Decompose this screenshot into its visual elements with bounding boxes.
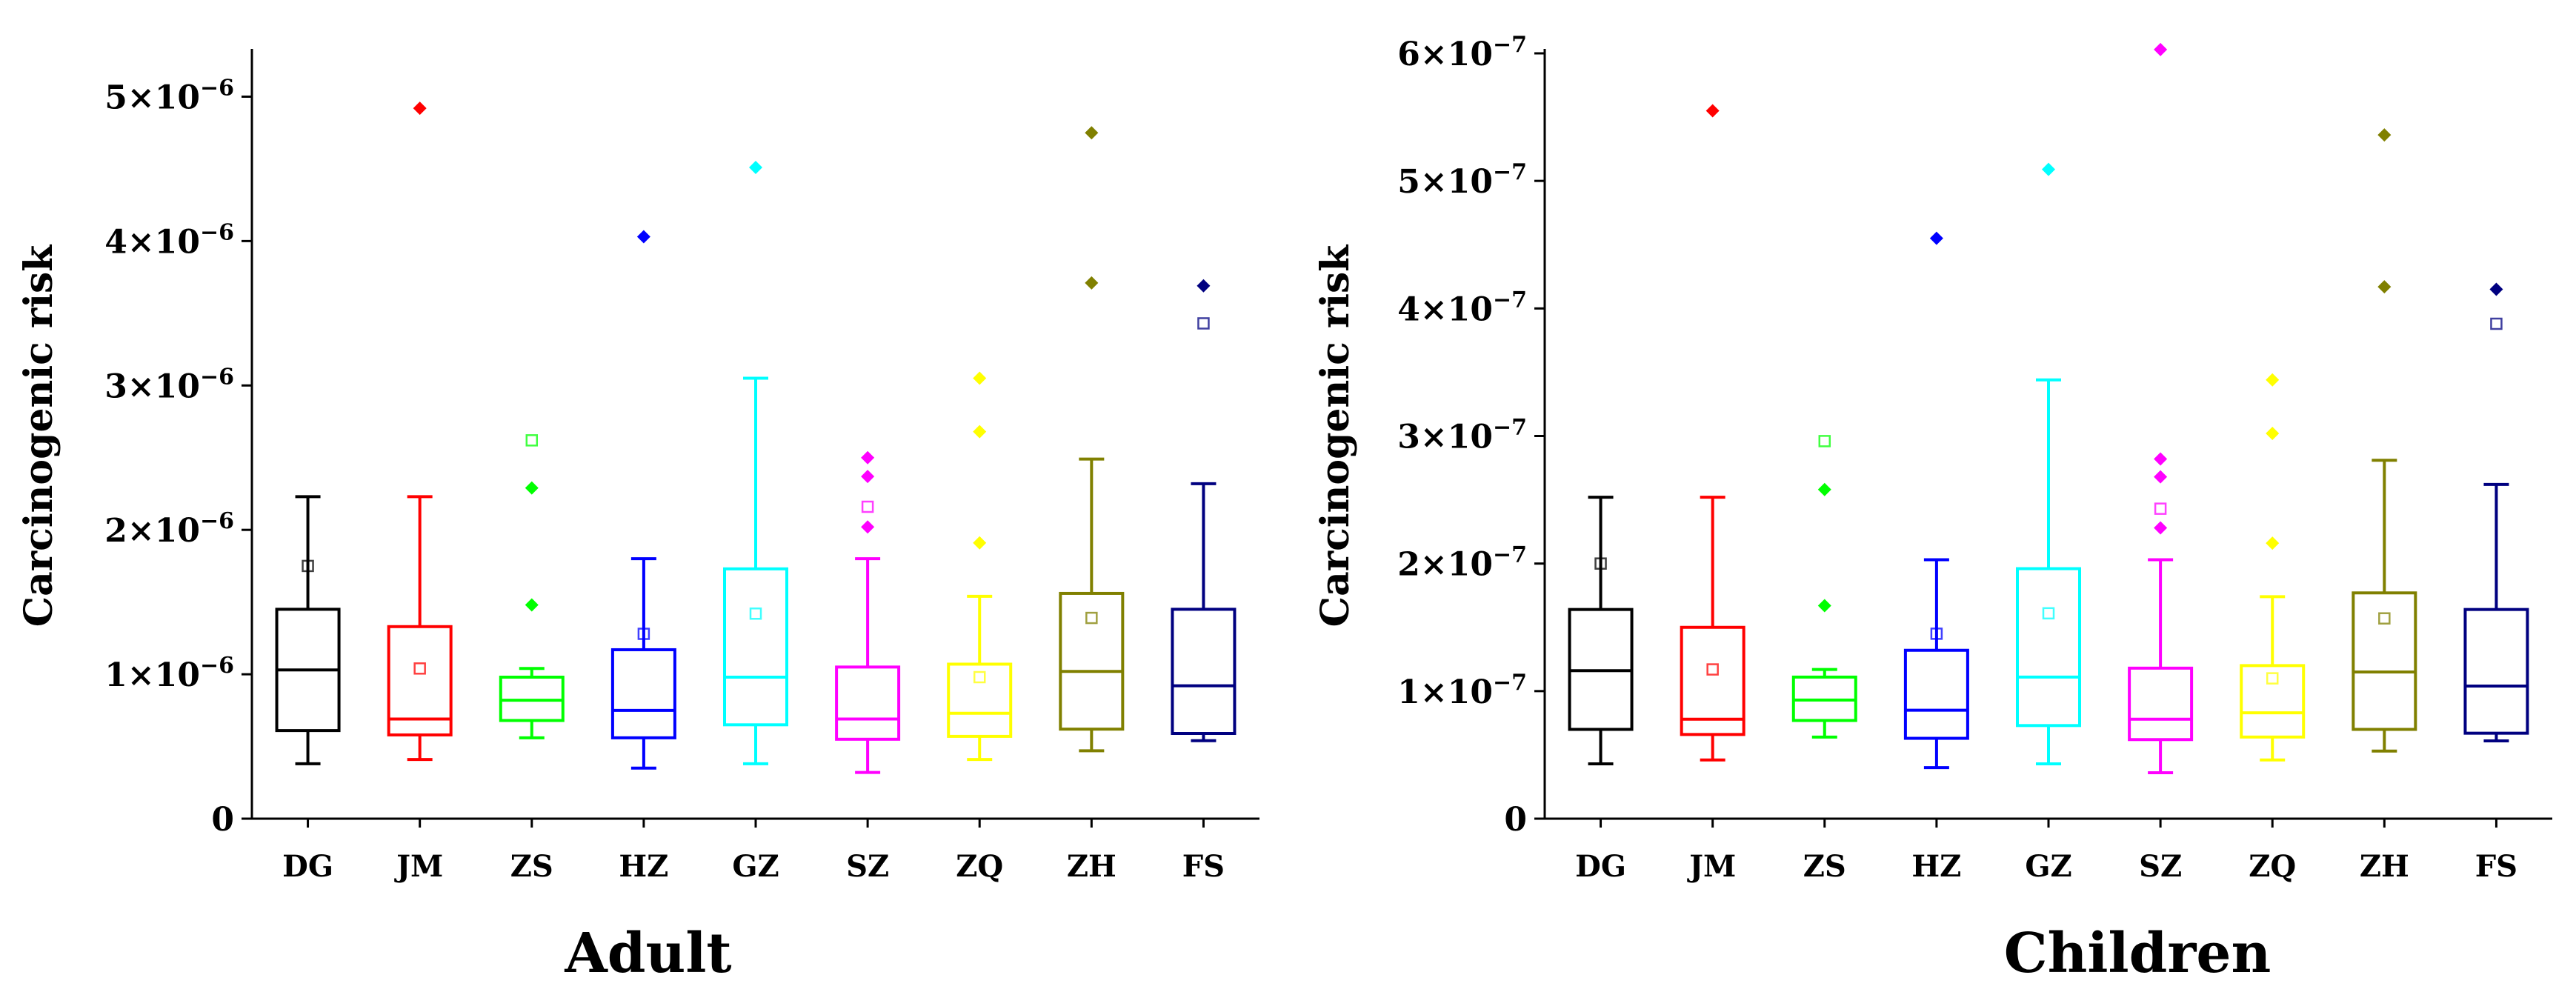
outlier-point [2266, 427, 2280, 441]
outlier-point [1085, 276, 1099, 290]
outlier-point [525, 598, 539, 612]
x-tick-label: ZS [510, 849, 553, 884]
box-iqr [610, 648, 676, 739]
y-tick-label: 3×10−6 [104, 364, 234, 405]
mean-marker [1818, 435, 1831, 447]
x-tick-label: FS [2475, 849, 2517, 884]
outlier-point [749, 160, 762, 174]
outlier-point [2489, 282, 2503, 296]
outlier-point [861, 450, 875, 465]
outlier-point [973, 371, 987, 385]
x-tick-label: ZQ [2249, 849, 2296, 884]
x-tick-label: DG [282, 849, 333, 884]
outlier-point [861, 520, 875, 534]
x-tick-label: JM [394, 849, 443, 884]
y-tick-label: 4×10−7 [1397, 287, 1527, 328]
outlier-point [636, 230, 650, 244]
box-iqr [1680, 625, 1745, 736]
outlier-point [1817, 482, 1831, 496]
x-tick-label: DG [1575, 849, 1626, 884]
y-tick-label: 2×10−7 [1397, 542, 1527, 584]
y-axis-label: Carcinogenic risk [1313, 244, 1358, 628]
x-tick-label: JM [1687, 849, 1736, 884]
x-tick-label: GZ [2025, 849, 2071, 884]
y-tick-label: 1×10−7 [1397, 670, 1527, 711]
outlier-point [2154, 470, 2168, 484]
x-tick-label: SZ [2139, 849, 2182, 884]
y-axis-label: Carcinogenic risk [16, 244, 61, 628]
y-tick-label: 5×10−6 [104, 75, 234, 116]
box-iqr [1171, 608, 1237, 736]
y-tick-label: 4×10−6 [104, 219, 234, 261]
box-iqr [1059, 591, 1125, 731]
outlier-point [1817, 599, 1831, 613]
outlier-point [1929, 231, 1943, 245]
box-iqr [2240, 664, 2306, 739]
mean-marker [525, 434, 539, 447]
outlier-point [2042, 162, 2055, 176]
mean-marker [973, 670, 986, 684]
x-tick-label: ZH [1067, 849, 1116, 884]
outlier-point [2154, 521, 2168, 535]
box-iqr [835, 665, 901, 741]
adult-box-plot: 0 1×10−6 2×10−6 3×10−6 4×10−6 5×10−6 Carcinoge… [16, 49, 1259, 985]
children-box-plot: 0 1×10−7 2×10−7 3×10−7 4×10−7 5×10−7 6×10−7 Car… [1313, 32, 2552, 985]
mean-marker [2490, 317, 2503, 330]
outlier-point [1197, 279, 1211, 293]
mean-marker [637, 628, 650, 640]
y-tick-label: 1×10−6 [104, 653, 234, 694]
x-tick-label: ZQ [956, 849, 1003, 884]
outlier-point [2154, 452, 2168, 466]
outlier-point [1085, 126, 1099, 140]
outlier-point [973, 536, 987, 550]
box-iqr [947, 662, 1013, 738]
x-tick-label: SZ [846, 849, 889, 884]
mean-marker [861, 500, 874, 513]
x-tick-label: FS [1182, 849, 1225, 884]
mean-marker [1085, 611, 1098, 625]
box-iqr [1903, 648, 1969, 740]
y-tick-label: 0 [1504, 801, 1527, 839]
y-tick-label: 5×10−7 [1397, 159, 1527, 201]
outlier-point [525, 481, 539, 495]
mean-marker [2266, 672, 2279, 685]
mean-marker [2378, 612, 2391, 625]
y-tick-label: 3×10−7 [1397, 415, 1527, 456]
box-iqr [2463, 608, 2529, 735]
outlier-point [1705, 104, 1720, 118]
x-tick-label: HZ [1911, 849, 1961, 884]
mean-marker [1930, 628, 1943, 640]
outlier-point [973, 425, 987, 439]
outlier-point [861, 470, 875, 484]
mean-marker [413, 662, 426, 675]
x-tick-label: HZ [619, 849, 668, 884]
y-tick-label: 0 [211, 801, 234, 839]
box-iqr [2352, 591, 2417, 731]
mean-marker [2042, 607, 2055, 620]
outlier-point [2266, 373, 2280, 387]
x-tick-label: ZH [2360, 849, 2409, 884]
outlier-point [2266, 536, 2280, 550]
box-iqr [2016, 567, 2081, 728]
box-iqr [387, 625, 453, 736]
mean-marker [302, 559, 314, 573]
box-iqr [723, 567, 788, 727]
outlier-point [2154, 42, 2168, 56]
panel-title: Children [2004, 922, 2272, 985]
mean-marker [2154, 502, 2167, 515]
y-tick-label: 6×10−7 [1397, 32, 1527, 73]
panel-title: Adult [564, 922, 731, 985]
outlier-point [2377, 128, 2392, 142]
mean-marker [1197, 317, 1210, 330]
x-tick-label: GZ [732, 849, 779, 884]
mean-marker [1706, 663, 1719, 676]
x-tick-label: ZS [1803, 849, 1846, 884]
box-iqr [2128, 666, 2194, 742]
outlier-point [413, 102, 427, 116]
y-tick-label: 2×10−6 [104, 508, 234, 550]
outlier-point [2377, 280, 2392, 294]
mean-marker [749, 607, 762, 620]
mean-marker [1594, 557, 1607, 570]
